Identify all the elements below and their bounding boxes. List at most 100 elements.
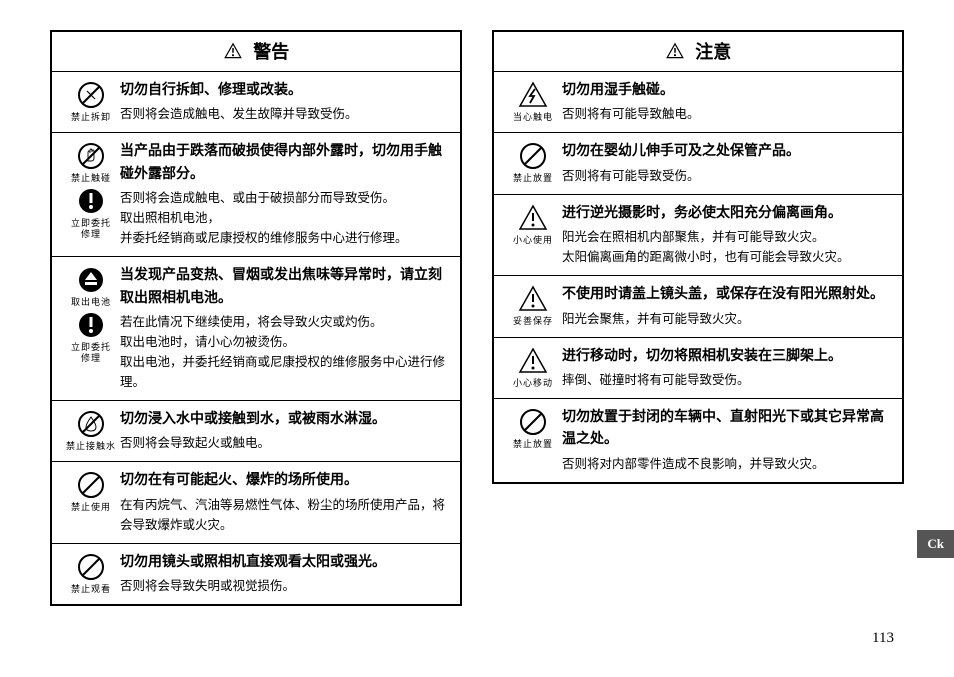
item-heading: 切勿自行拆卸、修理或改装。	[120, 80, 450, 102]
item-heading: 当产品由于跌落而破损使得内部外露时，切勿用手触碰外露部分。	[120, 141, 450, 186]
text-column: 当产品由于跌落而破损使得内部外露时，切勿用手触碰外露部分。否则将会造成触电、或由…	[120, 141, 450, 248]
icon-label: 禁止放置	[513, 439, 553, 450]
text-column: 切勿用湿手触碰。否则将有可能导致触电。	[562, 80, 892, 124]
warning-items: 禁止拆卸切勿自行拆卸、修理或改装。否则将会造成触电、发生故障并导致受伤。禁止触碰…	[52, 72, 460, 604]
page-number: 113	[872, 630, 894, 647]
text-column: 切勿在有可能起火、爆炸的场所使用。在有丙烷气、汽油等易燃性气体、粉尘的场所使用产…	[120, 470, 450, 534]
item-body: 摔倒、碰撞时将有可能导致受伤。	[562, 370, 892, 390]
icon-label: 当心触电	[513, 112, 553, 123]
safety-item: 小心使用进行逆光摄影时，务必使太阳充分偏离画角。阳光会在照相机内部聚焦，并有可能…	[494, 195, 902, 276]
prohibit-icon: 禁止观看	[71, 552, 111, 595]
item-body: 阳光会聚焦，并有可能导致火灾。	[562, 309, 892, 329]
item-heading: 切勿用镜头或照相机直接观看太阳或强光。	[120, 552, 450, 574]
icons-column: 禁止拆卸	[62, 80, 120, 124]
item-heading: 进行逆光摄影时，务必使太阳充分偏离画角。	[562, 203, 892, 225]
text-column: 进行移动时，切勿将照相机安装在三脚架上。摔倒、碰撞时将有可能导致受伤。	[562, 346, 892, 390]
warn-icon: 妥善保存	[513, 284, 553, 327]
shock-icon: 当心触电	[513, 80, 553, 123]
icons-column: 禁止触碰立即委托 修理	[62, 141, 120, 248]
icon-label: 禁止拆卸	[71, 112, 111, 123]
safety-item: 禁止接触水切勿浸入水中或接触到水，或被雨水淋湿。否则将会导致起火或触电。	[52, 401, 460, 462]
warning-title: 警告	[52, 32, 460, 72]
text-column: 进行逆光摄影时，务必使太阳充分偏离画角。阳光会在照相机内部聚焦，并有可能导致火灾…	[562, 203, 892, 267]
item-heading: 当发现产品变热、冒烟或发出焦味等异常时，请立刻取出照相机电池。	[120, 265, 450, 310]
item-heading: 进行移动时，切勿将照相机安装在三脚架上。	[562, 346, 892, 368]
icons-column: 妥善保存	[504, 284, 562, 328]
eject-icon: 取出电池	[71, 265, 111, 308]
icon-label: 立即委托 修理	[71, 342, 111, 364]
warn-triangle-icon	[665, 42, 685, 65]
warning-box: 警告 禁止拆卸切勿自行拆卸、修理或改装。否则将会造成触电、发生故障并导致受伤。禁…	[50, 30, 462, 606]
safety-item: 禁止放置切勿在婴幼儿伸手可及之处保管产品。否则将有可能导致受伤。	[494, 133, 902, 194]
prohibit-hand-icon: 禁止触碰	[71, 141, 111, 184]
icons-column: 禁止放置	[504, 407, 562, 474]
side-tab: Ck	[917, 530, 954, 558]
item-body: 若在此情况下继续使用，将会导致火灾或灼伤。取出电池时，请小心勿被烫伤。取出电池，…	[120, 312, 450, 392]
icon-label: 禁止接触水	[66, 441, 116, 452]
warn-icon: 小心移动	[513, 346, 553, 389]
text-column: 当发现产品变热、冒烟或发出焦味等异常时，请立刻取出照相机电池。若在此情况下继续使…	[120, 265, 450, 392]
caution-items: 当心触电切勿用湿手触碰。否则将有可能导致触电。禁止放置切勿在婴幼儿伸手可及之处保…	[494, 72, 902, 482]
safety-item: 禁止拆卸切勿自行拆卸、修理或改装。否则将会造成触电、发生故障并导致受伤。	[52, 72, 460, 133]
caution-title-text: 注意	[695, 42, 731, 62]
item-heading: 切勿在有可能起火、爆炸的场所使用。	[120, 470, 450, 492]
prohibit-icon: 禁止使用	[71, 470, 111, 513]
prohibit-cross-icon: 禁止拆卸	[71, 80, 111, 123]
safety-item: 禁止使用切勿在有可能起火、爆炸的场所使用。在有丙烷气、汽油等易燃性气体、粉尘的场…	[52, 462, 460, 543]
text-column: 切勿在婴幼儿伸手可及之处保管产品。否则将有可能导致受伤。	[562, 141, 892, 185]
safety-item: 禁止放置切勿放置于封闭的车辆中、直射阳光下或其它异常高温之处。否则将对内部零件造…	[494, 399, 902, 482]
item-body: 阳光会在照相机内部聚焦，并有可能导致火灾。太阳偏离画角的距离微小时，也有可能会导…	[562, 227, 892, 267]
item-body: 否则将会导致失明或视觉损伤。	[120, 576, 450, 596]
item-body: 否则将有可能导致触电。	[562, 104, 892, 124]
icon-label: 取出电池	[71, 297, 111, 308]
icon-label: 立即委托 修理	[71, 218, 111, 240]
warn-icon: 小心使用	[513, 203, 553, 246]
icons-column: 取出电池立即委托 修理	[62, 265, 120, 392]
icon-label: 小心移动	[513, 378, 553, 389]
icon-label: 妥善保存	[513, 316, 553, 327]
item-body: 否则将会造成触电、发生故障并导致受伤。	[120, 104, 450, 124]
item-body: 否则将对内部零件造成不良影响，并导致火灾。	[562, 454, 892, 474]
text-column: 切勿自行拆卸、修理或改装。否则将会造成触电、发生故障并导致受伤。	[120, 80, 450, 124]
icons-column: 禁止放置	[504, 141, 562, 185]
prohibit-icon: 禁止放置	[513, 141, 553, 184]
icons-column: 小心移动	[504, 346, 562, 390]
item-body: 否则将会导致起火或触电。	[120, 433, 450, 453]
item-body: 否则将有可能导致受伤。	[562, 166, 892, 186]
prohibit-icon: 禁止放置	[513, 407, 553, 450]
icon-label: 禁止使用	[71, 502, 111, 513]
warning-title-text: 警告	[253, 42, 289, 62]
icon-label: 禁止放置	[513, 173, 553, 184]
item-heading: 切勿放置于封闭的车辆中、直射阳光下或其它异常高温之处。	[562, 407, 892, 452]
text-column: 切勿浸入水中或接触到水，或被雨水淋湿。否则将会导致起火或触电。	[120, 409, 450, 453]
safety-item: 妥善保存不使用时请盖上镜头盖，或保存在没有阳光照射处。阳光会聚焦，并有可能导致火…	[494, 276, 902, 337]
text-column: 不使用时请盖上镜头盖，或保存在没有阳光照射处。阳光会聚焦，并有可能导致火灾。	[562, 284, 892, 328]
icons-column: 小心使用	[504, 203, 562, 267]
item-heading: 切勿用湿手触碰。	[562, 80, 892, 102]
icon-label: 禁止观看	[71, 584, 111, 595]
safety-item: 小心移动进行移动时，切勿将照相机安装在三脚架上。摔倒、碰撞时将有可能导致受伤。	[494, 338, 902, 399]
icon-label: 禁止触碰	[71, 173, 111, 184]
text-column: 切勿用镜头或照相机直接观看太阳或强光。否则将会导致失明或视觉损伤。	[120, 552, 450, 596]
safety-item: 取出电池立即委托 修理当发现产品变热、冒烟或发出焦味等异常时，请立刻取出照相机电…	[52, 257, 460, 401]
exclaim-icon: 立即委托 修理	[71, 310, 111, 364]
caution-title: 注意	[494, 32, 902, 72]
prohibit-water-icon: 禁止接触水	[66, 409, 116, 452]
item-body: 在有丙烷气、汽油等易燃性气体、粉尘的场所使用产品，将会导致爆炸或火灾。	[120, 495, 450, 535]
warn-triangle-icon	[223, 42, 243, 65]
item-heading: 切勿浸入水中或接触到水，或被雨水淋湿。	[120, 409, 450, 431]
icons-column: 禁止接触水	[62, 409, 120, 453]
caution-box: 注意 当心触电切勿用湿手触碰。否则将有可能导致触电。禁止放置切勿在婴幼儿伸手可及…	[492, 30, 904, 484]
safety-item: 禁止观看切勿用镜头或照相机直接观看太阳或强光。否则将会导致失明或视觉损伤。	[52, 544, 460, 604]
text-column: 切勿放置于封闭的车辆中、直射阳光下或其它异常高温之处。否则将对内部零件造成不良影…	[562, 407, 892, 474]
safety-item: 当心触电切勿用湿手触碰。否则将有可能导致触电。	[494, 72, 902, 133]
icon-label: 小心使用	[513, 235, 553, 246]
icons-column: 禁止观看	[62, 552, 120, 596]
exclaim-icon: 立即委托 修理	[71, 186, 111, 240]
item-heading: 不使用时请盖上镜头盖，或保存在没有阳光照射处。	[562, 284, 892, 306]
item-heading: 切勿在婴幼儿伸手可及之处保管产品。	[562, 141, 892, 163]
icons-column: 当心触电	[504, 80, 562, 124]
icons-column: 禁止使用	[62, 470, 120, 534]
item-body: 否则将会造成触电、或由于破损部分而导致受伤。取出照相机电池，并委托经销商或尼康授…	[120, 188, 450, 248]
safety-item: 禁止触碰立即委托 修理当产品由于跌落而破损使得内部外露时，切勿用手触碰外露部分。…	[52, 133, 460, 257]
